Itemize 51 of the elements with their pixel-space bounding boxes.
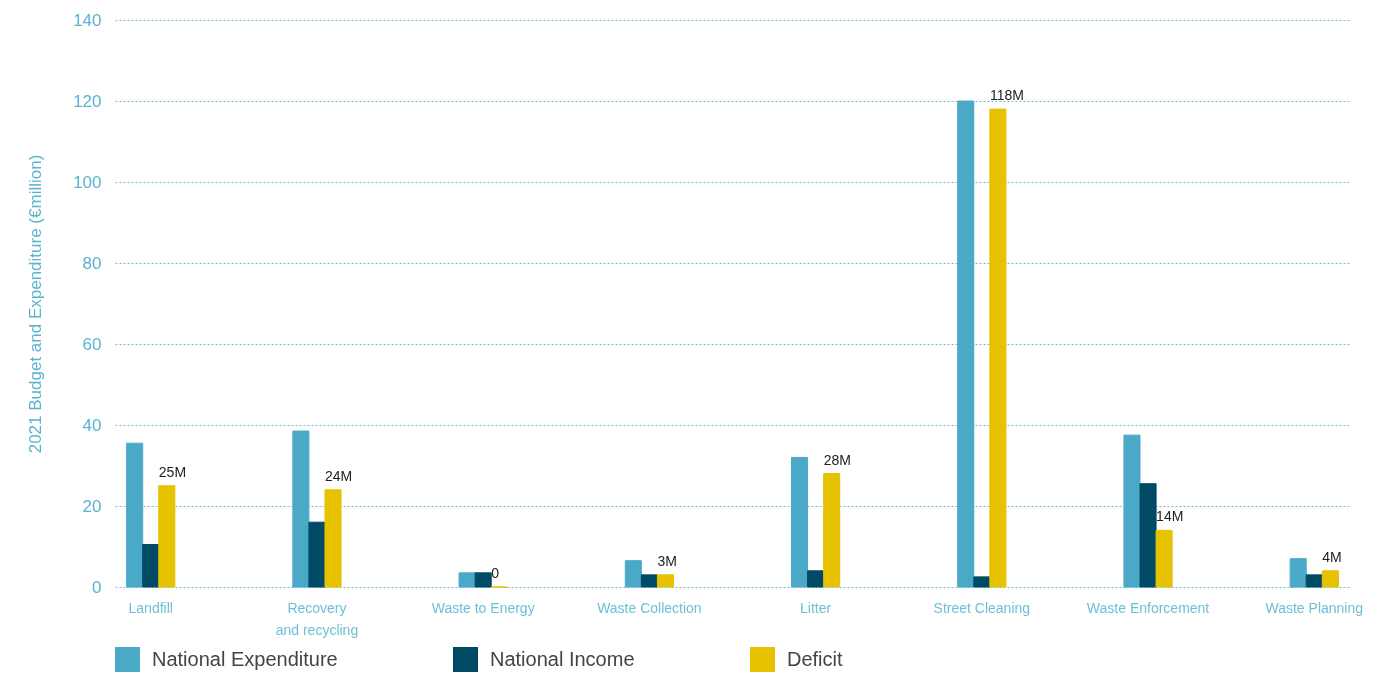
data-label: 118M — [989, 87, 1024, 104]
data-label: 28M — [823, 451, 851, 468]
y-tick-label: 100 — [73, 172, 102, 192]
bar — [973, 576, 991, 588]
x-tick-label: Waste Enforcement — [1086, 599, 1210, 616]
x-tick-label: Waste to Energy — [431, 599, 535, 616]
bar — [1139, 483, 1157, 588]
data-label: 24M — [325, 467, 353, 484]
bar — [1305, 574, 1323, 588]
x-tick-label: Street Cleaning — [933, 599, 1031, 616]
x-tick-label: Waste Collection — [597, 599, 702, 616]
y-tick-label: 140 — [73, 10, 102, 30]
bar — [807, 570, 825, 588]
bar — [640, 574, 658, 588]
x-tick-label: Waste Planning — [1265, 599, 1364, 616]
legend-label: National Expenditure — [152, 647, 338, 670]
bar — [1123, 434, 1141, 588]
data-label: 4M — [1322, 548, 1342, 565]
y-tick-label: 0 — [92, 577, 102, 597]
bar — [957, 100, 975, 588]
x-tick-label: Litter — [800, 599, 832, 616]
bar — [624, 560, 642, 588]
bar — [1155, 529, 1173, 588]
data-label: 25M — [158, 463, 187, 480]
y-tick-label: 40 — [82, 415, 102, 435]
bar — [308, 521, 326, 588]
bar — [1289, 558, 1307, 588]
bar — [791, 456, 809, 588]
y-tick-label: 80 — [82, 253, 102, 273]
bar — [126, 442, 144, 588]
legend-label: Deficit — [787, 647, 844, 670]
data-label: 0 — [491, 565, 500, 581]
bar — [656, 574, 674, 588]
data-label: 3M — [657, 552, 677, 569]
bar — [1321, 570, 1339, 588]
data-label: 14M — [1156, 508, 1184, 525]
y-tick-label: 120 — [73, 91, 102, 111]
bar — [474, 572, 492, 588]
bar — [292, 430, 310, 588]
legend-label: National Income — [490, 647, 635, 670]
bar — [158, 485, 176, 588]
x-tick-label: Recovery and recycling — [275, 599, 359, 638]
y-tick-label: 20 — [82, 496, 102, 516]
x-tick-label: Landfill — [128, 599, 173, 616]
bar — [989, 108, 1007, 588]
bar — [823, 473, 841, 588]
bar — [458, 572, 476, 588]
bar — [324, 489, 342, 588]
y-axis-title: 2021 Budget and Expenditure (€million) — [26, 154, 46, 454]
bar — [142, 543, 160, 588]
y-tick-label: 60 — [82, 334, 102, 354]
